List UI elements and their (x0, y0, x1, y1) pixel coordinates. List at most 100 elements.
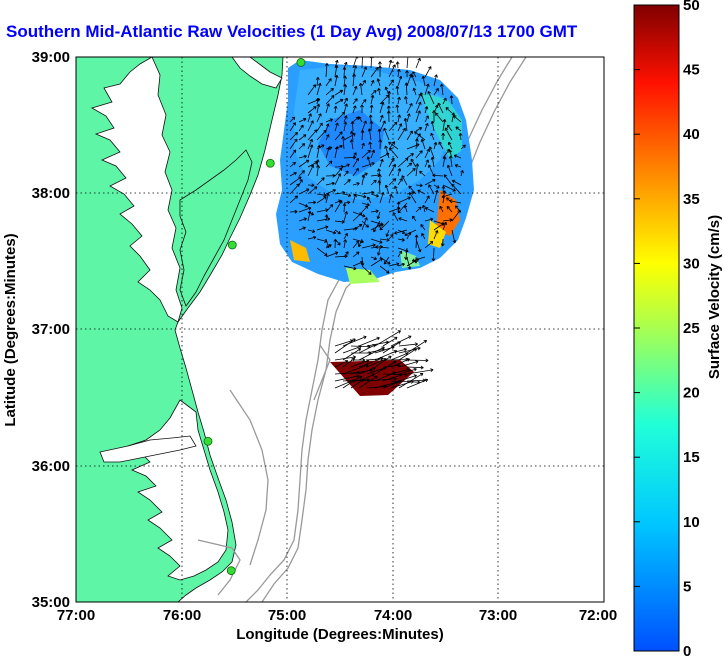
colorbar-gradient (633, 4, 680, 652)
current-arrow (439, 205, 444, 213)
current-arrow (307, 200, 317, 205)
velocity-arrows-north (289, 57, 466, 275)
current-arrow (415, 163, 420, 177)
current-arrow (424, 195, 430, 204)
current-arrow (406, 162, 413, 168)
current-arrow (396, 201, 401, 213)
current-arrow (437, 102, 444, 114)
current-arrow (388, 234, 394, 240)
current-arrow (412, 71, 417, 78)
current-arrow (361, 162, 375, 168)
current-arrow (350, 358, 366, 362)
current-arrow (379, 256, 391, 265)
current-arrow (334, 122, 339, 132)
current-arrow (394, 185, 399, 195)
current-arrow (419, 170, 426, 177)
current-arrow (334, 220, 345, 224)
current-arrow (427, 91, 435, 105)
current-arrow (414, 131, 426, 141)
current-arrow (451, 112, 456, 123)
current-arrow (451, 183, 462, 195)
current-arrow (406, 358, 429, 363)
current-arrow (420, 224, 426, 231)
current-arrow (352, 223, 363, 231)
current-arrow (441, 193, 453, 199)
colorbar-tick-label: 5 (683, 578, 691, 595)
current-arrow (385, 229, 390, 237)
current-arrow (441, 132, 446, 141)
current-arrow (343, 170, 349, 177)
current-arrow (334, 98, 344, 105)
current-arrow (415, 101, 422, 114)
current-arrow (289, 161, 296, 168)
current-arrow (334, 144, 343, 150)
current-arrow (370, 209, 379, 214)
current-arrow (386, 110, 391, 123)
colorbar-tick-label: 35 (683, 191, 700, 208)
colorbar-tick-label: 0 (683, 643, 691, 659)
current-arrow (435, 112, 444, 123)
current-arrow (307, 186, 318, 195)
current-arrow (298, 117, 307, 123)
current-arrow (316, 144, 321, 159)
current-arrow (406, 368, 434, 375)
current-arrow (404, 82, 409, 96)
current-arrow (361, 217, 368, 231)
current-arrow (382, 381, 399, 389)
current-arrow (289, 122, 296, 132)
radar-station-3 (227, 240, 237, 250)
current-arrow (406, 340, 428, 354)
current-arrow (442, 97, 447, 105)
current-arrow (325, 118, 333, 123)
current-arrow (361, 265, 372, 275)
current-arrow (361, 190, 375, 195)
current-arrow (451, 179, 462, 186)
current-arrow (378, 65, 382, 78)
current-arrow (370, 94, 375, 105)
current-arrow (325, 103, 330, 114)
current-arrow (289, 209, 298, 214)
current-arrow (397, 75, 403, 87)
current-arrow (333, 105, 338, 114)
current-arrow (398, 374, 417, 382)
current-arrow (361, 66, 368, 78)
current-arrow (444, 127, 453, 141)
radar-station-4 (203, 436, 213, 446)
current-arrow (343, 265, 357, 271)
x-tick: 75:00 (268, 607, 306, 624)
current-arrow (343, 121, 348, 132)
current-arrow (404, 96, 408, 105)
current-arrow (446, 164, 453, 177)
current-arrow (298, 134, 307, 141)
current-arrow (373, 220, 381, 233)
x-tick: 74:00 (374, 607, 412, 624)
current-arrow (440, 238, 445, 247)
current-arrow (378, 174, 382, 186)
current-arrow (298, 226, 306, 231)
current-arrow (343, 179, 351, 186)
current-arrow (334, 359, 349, 368)
current-arrow (316, 165, 321, 177)
current-arrow (343, 115, 348, 123)
current-arrow (401, 175, 408, 186)
current-arrow (325, 229, 337, 235)
current-arrow (361, 142, 365, 150)
current-arrow (390, 367, 410, 375)
current-arrow (370, 179, 377, 186)
current-arrow (298, 179, 303, 186)
current-arrow (342, 203, 347, 213)
current-arrow (342, 66, 347, 78)
current-arrow (352, 212, 363, 222)
current-arrow (388, 121, 398, 132)
current-arrow (325, 244, 332, 249)
current-arrow (424, 178, 436, 186)
current-arrow (307, 210, 312, 222)
current-arrow (424, 159, 429, 168)
x-tick: 77:00 (57, 607, 95, 624)
current-arrow (382, 372, 408, 377)
x-axis: 77:00 76:00 75:00 74:00 73:00 72:00 Long… (57, 607, 617, 643)
current-arrow (410, 158, 417, 168)
current-arrow (375, 245, 390, 249)
current-arrow (397, 96, 401, 105)
